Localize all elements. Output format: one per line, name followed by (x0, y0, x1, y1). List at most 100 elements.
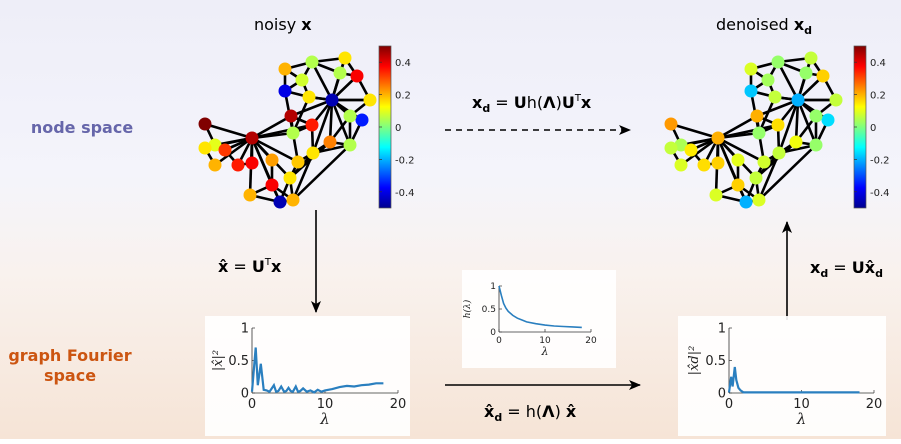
noisy-node (243, 188, 257, 202)
noisy-node (278, 84, 292, 98)
filter-xtick-label: 10 (539, 336, 551, 346)
colorbar-noisy-tick-label: 0.2 (395, 91, 411, 102)
noisy-node (265, 153, 279, 167)
denoised-node (739, 195, 753, 209)
noisy-node (218, 143, 232, 157)
denoised-node (804, 51, 818, 65)
noisy-node (350, 69, 364, 83)
denoised-spectrum-ytick-label: 0.5 (705, 354, 726, 369)
noisy-spectrum-xtick-label: 10 (317, 397, 334, 412)
noisy-node (323, 135, 337, 149)
noisy-node (355, 113, 369, 127)
noisy-node (278, 62, 292, 76)
denoised-node (709, 188, 723, 202)
noisy-spectrum-ytick-label: 0 (241, 387, 249, 402)
denoised-spectrum-ytick-label: 0 (718, 387, 726, 402)
denoised-node (750, 109, 764, 123)
noisy-node (305, 55, 319, 69)
denoised-node (731, 178, 745, 192)
denoised-spectrum-ytick-label: 1 (718, 322, 726, 337)
eq-right: xd = Ux̂d (810, 258, 883, 280)
filter-line (498, 285, 582, 329)
row-label-node-space: node space (31, 118, 134, 137)
noisy-edge (311, 99, 334, 154)
denoised-node (752, 193, 766, 207)
noisy-node (333, 66, 347, 80)
noisy-node (283, 171, 297, 185)
denoised-node (799, 66, 813, 80)
denoised-edge (717, 114, 758, 140)
noisy-edge (290, 98, 333, 118)
noisy-node (198, 141, 212, 155)
filter-ytick-label: 0 (490, 328, 496, 338)
denoised-edge (756, 98, 799, 118)
denoised-edge (717, 123, 779, 140)
noisy-node (286, 126, 300, 140)
noisy-edge (328, 99, 334, 143)
noisy-spectrum-ylabel: |x̂|² (211, 350, 226, 371)
noisy-node (325, 93, 339, 107)
noisy-node (198, 117, 212, 131)
noisy-edge (330, 99, 352, 146)
noisy-title: noisy x (254, 15, 312, 34)
noisy-node (231, 158, 245, 172)
denoised-node (772, 146, 786, 160)
filter-ytick-label: 0.5 (482, 305, 496, 315)
denoised-node (674, 138, 688, 152)
colorbar-noisy-tick-label: 0.4 (395, 58, 411, 69)
eq-left: x̂ = UTx (218, 257, 282, 276)
filter-xtick-label: 20 (585, 336, 597, 346)
colorbar-noisy: 0.4 0.2 0 -0.2 -0.4 (378, 45, 415, 209)
noisy-spectrum-plot: 1 0.5 00 10 20 λ |x̂|² (205, 316, 410, 436)
noisy-edge (204, 122, 253, 140)
denoised-edge (680, 136, 719, 167)
denoised-node (744, 84, 758, 98)
colorbar-denoised-tick-label: 0.4 (870, 58, 886, 69)
denoised-spectrum-xtick-label: 10 (793, 397, 810, 412)
noisy-node (338, 51, 352, 65)
filter-panel-bg (462, 270, 616, 368)
denoised-node (809, 109, 823, 123)
noisy-node (363, 93, 377, 107)
noisy-node (245, 131, 259, 145)
noisy-edge (310, 61, 334, 101)
denoised-edge (796, 99, 818, 146)
denoised-spectrum-xtick-label: 20 (866, 397, 883, 412)
filter-ytick-label: 1 (490, 282, 496, 292)
noisy-node (265, 178, 279, 192)
colorbar-noisy-tick-label: -0.4 (395, 188, 415, 199)
denoised-node (791, 93, 805, 107)
denoised-spectrum-xtick-label: 0 (725, 397, 733, 412)
denoised-node (752, 126, 766, 140)
noisy-node (306, 146, 320, 160)
denoised-title: denoised xd (716, 15, 812, 37)
noisy-spectrum-line (250, 347, 384, 394)
colorbar-denoised-tick-label: -0.4 (870, 188, 890, 199)
denoised-node (674, 158, 688, 172)
noisy-node (343, 138, 357, 152)
noisy-node (302, 90, 316, 104)
noisy-spectrum-panel-bg (205, 316, 410, 436)
denoised-node (761, 73, 775, 87)
noisy-edge (251, 114, 292, 140)
row-label-fourier-2: space (44, 366, 96, 385)
denoised-node (757, 155, 771, 169)
noisy-spectrum-ytick-label: 1 (241, 322, 249, 337)
denoised-edge (758, 144, 817, 201)
noisy-node (245, 156, 259, 170)
denoised-node (684, 143, 698, 157)
denoised-node (744, 62, 758, 76)
colorbar-noisy-tick-label: -0.2 (395, 155, 415, 166)
noisy-edge (292, 144, 351, 201)
noisy-edge (289, 141, 331, 179)
denoised-spectrum-panel-bg (678, 316, 886, 436)
colorbar-denoised-tick-label: 0.2 (870, 91, 886, 102)
colorbar-denoised: 0.4 0.2 0 -0.2 -0.4 (853, 45, 890, 209)
row-label-fourier-1: graph Fourier (8, 346, 131, 365)
denoised-node (768, 90, 782, 104)
noisy-edge (251, 123, 313, 140)
noisy-node (284, 109, 298, 123)
colorbar-noisy-tick-label: 0 (395, 123, 401, 134)
noisy-node (295, 73, 309, 87)
